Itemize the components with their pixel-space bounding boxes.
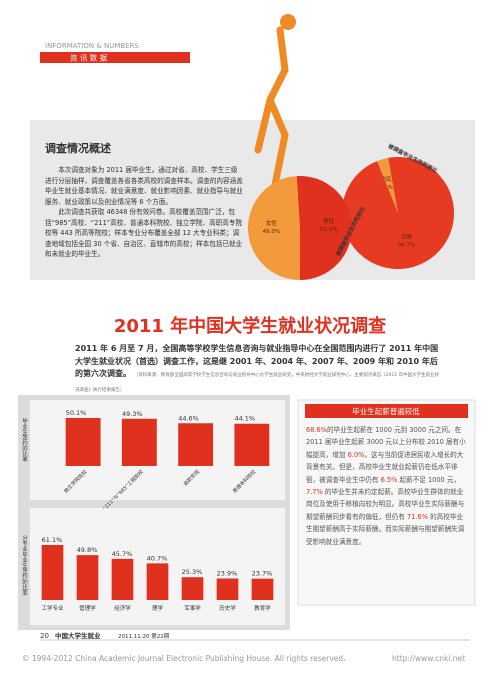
x-tick-label: 经济学 <box>114 604 131 612</box>
text-segment: 的高校毕业生期望薪酬高于实际薪酬。而实际薪酬与期望薪酬失调受影响就业满意度。 <box>306 512 465 546</box>
sidebar-box <box>297 399 476 606</box>
value-label: 25.3% <box>182 568 203 576</box>
highlight: 6.0% <box>347 450 365 459</box>
highlight: 68.6% <box>306 426 327 434</box>
bar <box>76 555 99 600</box>
bar <box>146 563 169 600</box>
x-tick-label: 军事学 <box>184 604 201 612</box>
bar <box>121 418 157 466</box>
y-axis-label: 分专业毕业生签约的比率 <box>21 534 28 597</box>
slice-value: 49.0% <box>263 229 280 235</box>
value-label: 49.3% <box>122 410 143 418</box>
highlight: 6.5% <box>380 475 398 484</box>
issue: 2011.11.20 第22期 <box>118 632 170 640</box>
slice-value: 51.0% <box>320 227 337 233</box>
page-number: 20 <box>40 632 49 640</box>
value-label: 44.1% <box>234 415 255 423</box>
bar <box>181 577 204 600</box>
pie-slice <box>377 157 398 213</box>
bar <box>41 545 64 600</box>
copyright: © 1994-2012 China Academic Journal Elect… <box>22 654 346 663</box>
overview-text: 本次调查对象为 2011 届毕业生。通过对省、高校、学生三级进行分层抽样，调查覆… <box>45 165 243 260</box>
bar <box>111 558 134 600</box>
illustration <box>254 26 289 189</box>
bar <box>178 423 214 466</box>
x-tick-label: 理学 <box>152 604 164 612</box>
pie-slice <box>248 176 300 280</box>
slice-value: 96.7% <box>398 243 415 249</box>
header-cn: 资 讯 数 据 <box>70 53 108 63</box>
text-segment: 起薪不足 1000 元， <box>397 475 461 484</box>
slice-label: 汉族 <box>401 233 413 241</box>
bar <box>216 578 239 600</box>
value-label: 50.1% <box>66 409 87 417</box>
slice-label: 少数民族 <box>375 175 398 183</box>
paragraph: 此次调查共获取 46348 份有效问卷。高校覆盖范围广泛，包括“985”高校、“… <box>45 208 243 258</box>
sidebar-text: 68.6%的毕业生起薪在 1000 元到 3000 元之间。在 2011 届毕业… <box>306 424 468 548</box>
highlight: 71.6% <box>407 512 428 521</box>
paragraph: 本次调查对象为 2011 届毕业生。通过对省、高校、学生三级进行分层抽样，调查覆… <box>45 166 243 206</box>
article-intro: 2011 年 6 月至 7 月，全国高等学校学生信息咨询与就业指导中心在全国范围… <box>75 343 440 397</box>
header-bar <box>40 52 190 63</box>
sidebar-header <box>305 404 468 418</box>
header-en: INFORMATION & NUMBERS <box>45 42 139 50</box>
highlight: 7.7% <box>306 488 323 497</box>
overview-title: 调查情况概述 <box>45 141 111 155</box>
pie-slice <box>296 176 353 280</box>
intro: 2011 年 6 月至 7 月，全国高等学校学生信息咨询与就业指导中心在全国范围… <box>75 344 439 378</box>
x-tick-label: 历史学 <box>219 604 236 612</box>
article-title: 2011 年中国大学生就业状况调查 <box>114 315 386 337</box>
x-tick-label: 管理学 <box>79 604 96 612</box>
illustration-head <box>280 14 296 30</box>
source: （资料来源：教育部全国高等学校学生信息咨询与就业指导中心大学生就业研究，中央财经… <box>75 373 440 393</box>
value-label: 44.6% <box>178 414 199 422</box>
x-tick-label: 教育学 <box>254 604 271 612</box>
bar <box>234 423 270 466</box>
bar <box>251 578 274 600</box>
slice-label: 女性 <box>266 219 278 227</box>
x-tick-label: 工学专业 <box>41 604 64 612</box>
pie-slice <box>342 156 455 269</box>
value-label: 61.1% <box>42 536 63 544</box>
text-segment: 的毕业生并未约定起薪。高校毕业生群体的就业岗位及使用于移植向较为明显。高校毕业生… <box>306 488 465 521</box>
text-segment: 的毕业生起薪在 1000 元到 3000 元之间。在 2011 届毕业生起薪 3… <box>306 426 466 459</box>
value-label: 23.9% <box>217 569 238 577</box>
y-axis-label: 毕业生签约的比率 <box>21 417 28 464</box>
sidebar-title: 毕业生起薪普遍较低 <box>352 406 420 416</box>
value-label: 45.7% <box>112 550 133 558</box>
bar <box>65 418 101 466</box>
url: http://www.cnki.net <box>392 654 465 663</box>
text-segment: 。这与当前促进居民收入增长的大背景有关。但是，高校毕业生就业起薪仍在低水平徘徊，… <box>306 450 464 484</box>
value-label: 49.8% <box>77 546 98 554</box>
value-label: 23.7% <box>252 570 273 578</box>
slice-label: 男性 <box>323 217 335 225</box>
journal-name: 中国大学生就业 <box>55 631 101 640</box>
value-label: 40.7% <box>147 554 168 562</box>
